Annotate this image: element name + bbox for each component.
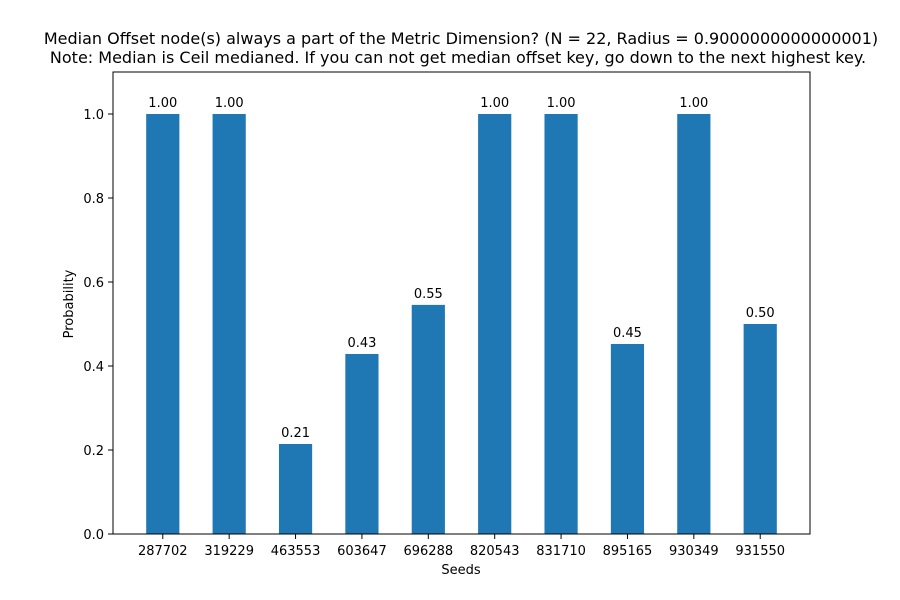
y-tick-label: 0.2: [83, 444, 104, 459]
y-tick-label: 1.0: [83, 108, 104, 123]
y-tick-label: 0.4: [83, 360, 104, 375]
y-tick-label: 0.6: [83, 276, 104, 291]
x-tick-label: 931550: [735, 544, 785, 559]
bar-value-label: 0.55: [414, 287, 443, 302]
chart-subtitle: Note: Median is Ceil medianed. If you ca…: [50, 48, 866, 67]
bar: [478, 114, 512, 534]
y-axis-label: Probability: [62, 269, 77, 338]
bar: [345, 353, 379, 534]
bar-value-label: 1.00: [547, 96, 576, 111]
bar-value-label: 1.00: [148, 96, 177, 111]
bar-value-label: 1.00: [215, 96, 244, 111]
y-tick-label: 0.0: [83, 528, 104, 543]
x-tick-label: 820543: [470, 544, 520, 559]
x-tick-label: 895165: [603, 544, 653, 559]
x-tick-label: 463553: [271, 544, 321, 559]
bar: [212, 114, 246, 534]
bar-value-label: 1.00: [679, 96, 708, 111]
bar: [146, 114, 180, 534]
chart-title: Median Offset node(s) always a part of t…: [44, 29, 878, 48]
bar: [411, 304, 445, 534]
x-tick-label: 696288: [403, 544, 453, 559]
bar-value-label: 0.21: [281, 426, 310, 441]
x-tick-label: 603647: [337, 544, 387, 559]
y-tick-label: 0.8: [83, 192, 104, 207]
bar: [743, 324, 777, 534]
bar-value-label: 0.43: [347, 336, 376, 351]
x-tick-label: 287702: [138, 544, 188, 559]
plot-area: 1.00 1.00 0.21 0.43 0.55 1.00 1.00 0.45 1.00 0.50…: [83, 71, 811, 559]
bar: [677, 114, 711, 534]
bar-value-label: 0.50: [746, 306, 775, 321]
x-tick-label: 831710: [536, 544, 586, 559]
bar: [544, 114, 578, 534]
bar: [278, 443, 313, 534]
bar-value-label: 1.00: [480, 96, 509, 111]
x-tick-label: 930349: [669, 544, 719, 559]
x-axis-label: Seeds: [441, 563, 481, 578]
plot-frame: [112, 71, 811, 535]
bar: [610, 343, 645, 534]
bar-value-label: 0.45: [613, 326, 642, 341]
x-tick-label: 319229: [204, 544, 254, 559]
